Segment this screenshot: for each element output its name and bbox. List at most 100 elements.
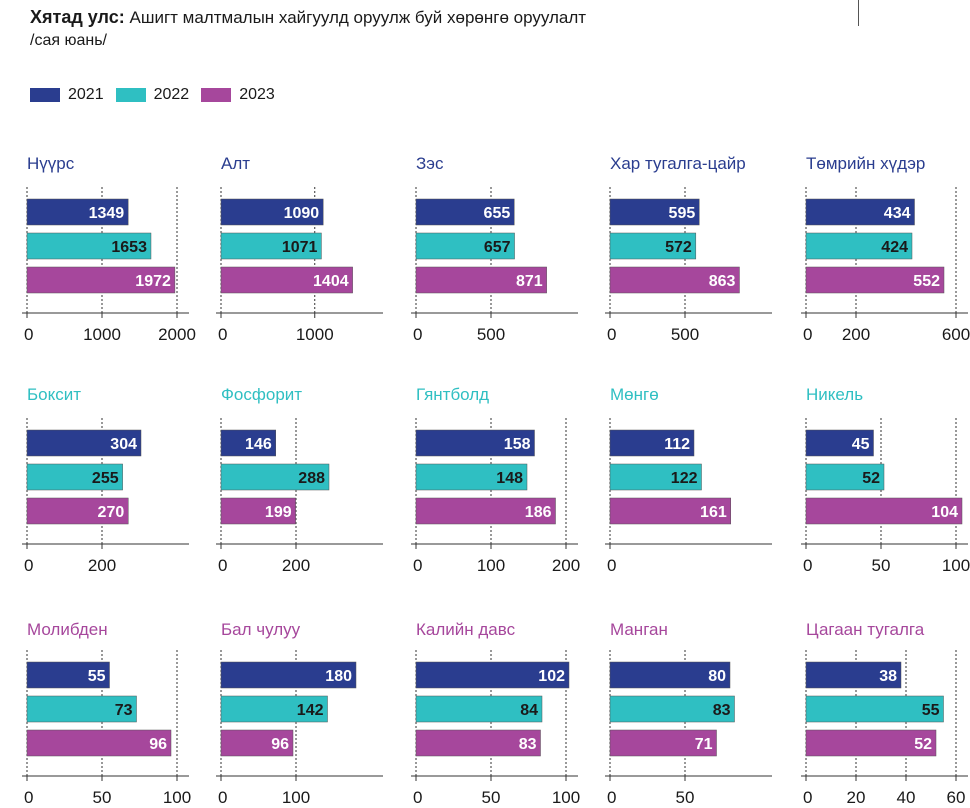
x-tick-label: 0 (413, 788, 422, 807)
bar-2021 (26, 198, 129, 226)
bar-2021 (26, 661, 110, 689)
bar-2023 (415, 729, 541, 757)
bar-2022 (26, 232, 152, 260)
bar-value-label: 142 (297, 702, 324, 719)
x-tick-label: 20 (847, 788, 866, 807)
legend-item-2023: 2023 (201, 86, 275, 104)
bar-2022 (805, 463, 885, 491)
x-tick-label: 0 (607, 556, 616, 575)
x-tick-label: 100 (477, 556, 505, 575)
bar-2023 (220, 266, 353, 294)
x-tick-label: 0 (413, 556, 422, 575)
chart-title: Хятад улс: Ашигт малтмалын хайгуулд оруу… (30, 6, 850, 29)
panel-title: Цагаан тугалга (806, 620, 925, 639)
bar-2022 (26, 695, 137, 723)
bar-value-label: 84 (520, 702, 538, 719)
x-tick-label: 40 (897, 788, 916, 807)
bar-2022 (609, 695, 735, 723)
bar-value-label: 186 (525, 504, 552, 521)
bar-2023 (609, 497, 731, 525)
bar-2023 (26, 729, 172, 757)
bar-value-label: 73 (115, 702, 133, 719)
legend-swatch-2022 (115, 88, 146, 102)
bar-value-label: 122 (671, 470, 698, 487)
x-tick-label: 100 (282, 788, 310, 807)
x-tick-label: 200 (88, 556, 116, 575)
bar-value-label: 112 (664, 436, 690, 453)
bar-value-label: 180 (325, 668, 352, 685)
x-tick-label: 500 (671, 325, 699, 344)
x-tick-label: 50 (872, 556, 891, 575)
bar-2023 (415, 266, 547, 294)
bar-2021 (220, 429, 276, 457)
x-tick-label: 2000 (158, 325, 196, 344)
legend-swatch-2023 (201, 88, 232, 102)
bar-2021 (220, 661, 357, 689)
bar-2022 (805, 695, 944, 723)
x-tick-label: 50 (676, 788, 695, 807)
bar-value-label: 161 (700, 504, 727, 521)
bar-value-label: 146 (245, 436, 272, 453)
bar-2021 (415, 429, 535, 457)
bar-2023 (609, 266, 740, 294)
legend-label-2022: 2022 (153, 86, 190, 103)
bar-2022 (609, 463, 702, 491)
bar-2023 (26, 497, 129, 525)
x-tick-label: 0 (24, 788, 33, 807)
bar-value-label: 104 (931, 504, 958, 521)
x-tick-label: 0 (218, 788, 227, 807)
bar-2023 (805, 266, 945, 294)
x-tick-label: 100 (552, 788, 580, 807)
bar-2022 (805, 232, 913, 260)
bar-2021 (609, 429, 695, 457)
bar-value-label: 52 (914, 736, 932, 753)
x-tick-label: 1000 (296, 325, 334, 344)
x-tick-label: 0 (24, 325, 33, 344)
panel-title: Калийн давс (416, 620, 516, 639)
bar-2021 (609, 198, 700, 226)
chart-title-text: Ашигт малтмалын хайгуулд оруулж буй хөрө… (129, 8, 587, 27)
bar-2022 (415, 232, 515, 260)
bar-value-label: 148 (496, 470, 523, 487)
panel-title: Гянтболд (416, 385, 489, 404)
x-tick-label: 100 (942, 556, 970, 575)
bar-value-label: 552 (913, 273, 940, 290)
x-tick-label: 0 (607, 788, 616, 807)
x-tick-label: 200 (282, 556, 310, 575)
x-tick-label: 50 (482, 788, 501, 807)
x-tick-label: 0 (24, 556, 33, 575)
panel-title: Никель (806, 385, 863, 404)
panel-title: Фосфорит (221, 385, 302, 404)
bar-value-label: 52 (862, 470, 880, 487)
bar-value-label: 158 (504, 436, 531, 453)
bar-value-label: 1090 (284, 205, 320, 222)
x-tick-label: 100 (163, 788, 191, 807)
panel-title: Манган (610, 620, 668, 639)
top-divider (858, 0, 859, 26)
panel-title: Алт (221, 154, 250, 173)
bar-value-label: 1653 (111, 239, 147, 256)
bar-2021 (805, 198, 915, 226)
legend-label-2023: 2023 (239, 86, 275, 103)
panel-title: Төмрийн хүдэр (806, 154, 925, 173)
bar-value-label: 1404 (313, 273, 349, 290)
x-tick-label: 1000 (83, 325, 121, 344)
bar-value-label: 83 (519, 736, 537, 753)
panel-title: Хар тугалга-цайр (610, 154, 746, 173)
bar-2023 (415, 497, 556, 525)
bar-value-label: 270 (98, 504, 125, 521)
chart-header: Хятад улс: Ашигт малтмалын хайгуулд оруу… (30, 6, 850, 51)
bar-value-label: 655 (484, 205, 511, 222)
bar-2022 (415, 695, 543, 723)
panel-title: Молибден (27, 620, 108, 639)
legend-swatch-2021 (30, 88, 60, 102)
bar-value-label: 288 (298, 470, 325, 487)
bar-2023 (805, 497, 963, 525)
bar-2021 (805, 429, 874, 457)
panel-title: Бал чулуу (221, 620, 301, 639)
bar-2022 (220, 695, 328, 723)
bar-value-label: 863 (709, 273, 736, 290)
legend-item-2021: 2021 (30, 86, 104, 104)
x-tick-label: 0 (218, 556, 227, 575)
